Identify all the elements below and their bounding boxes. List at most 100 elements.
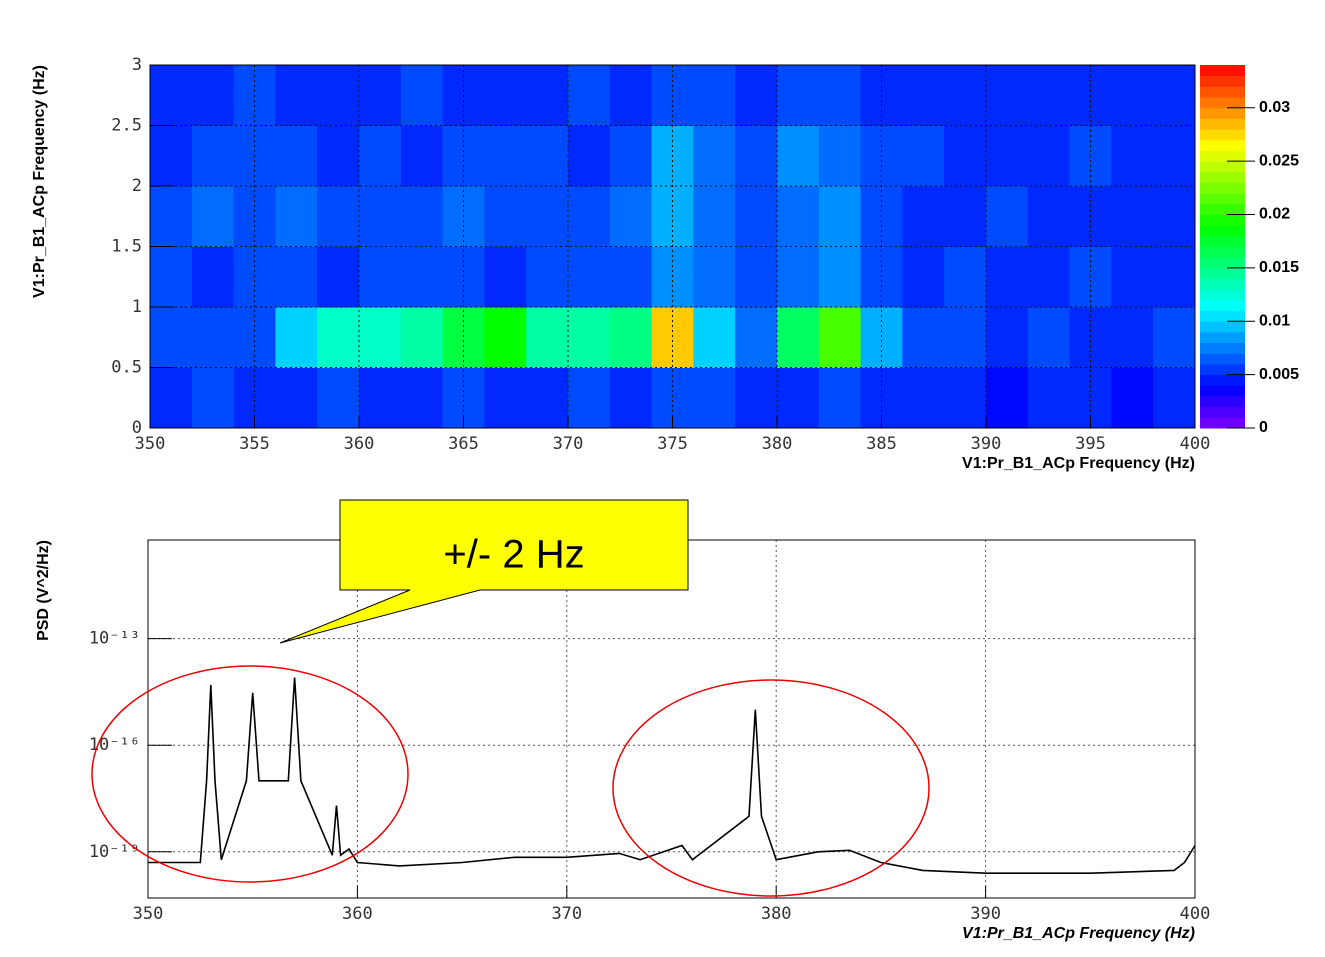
heatmap-cell — [192, 368, 234, 429]
heatmap-cell — [359, 65, 401, 126]
colorbar-step — [1200, 214, 1245, 225]
heatmap-cell — [359, 247, 401, 308]
colorbar-step — [1200, 108, 1245, 119]
heatmap-cell — [777, 126, 819, 187]
colorbar-label: 0.01 — [1259, 312, 1290, 329]
heatmap-cell — [484, 368, 526, 429]
heatmap-cell — [610, 307, 652, 368]
heatmap-cell — [1028, 126, 1070, 187]
heatmap-cell — [777, 247, 819, 308]
heatmap-cell — [902, 368, 944, 429]
heatmap-cell — [944, 247, 986, 308]
heatmap-cell — [1153, 126, 1195, 187]
heatmap-cell — [150, 307, 192, 368]
heatmap-cell — [192, 126, 234, 187]
colorbar-step — [1200, 161, 1245, 172]
colorbar-step — [1200, 396, 1245, 407]
y-tick-label: 1 — [132, 297, 142, 317]
y-tick-label: 1.5 — [111, 237, 142, 257]
heatmap-cell — [150, 247, 192, 308]
heatmap-cell — [693, 307, 735, 368]
heatmap-cell — [192, 247, 234, 308]
x-tick-label: 360 — [344, 434, 375, 454]
colorbar-step — [1200, 182, 1245, 193]
heatmap-cell — [944, 368, 986, 429]
heatmap-cell — [819, 186, 861, 247]
heatmap-cell — [275, 65, 317, 126]
colorbar-step — [1200, 247, 1245, 258]
heatmap-cell — [1153, 186, 1195, 247]
heatmap-cell — [1153, 368, 1195, 429]
heatmap-cell — [777, 65, 819, 126]
colorbar-label: 0.005 — [1259, 366, 1299, 383]
colorbar-step — [1200, 236, 1245, 247]
page: 35035536036537037538038539039540000.511.… — [0, 0, 1325, 957]
heatmap-cell — [526, 65, 568, 126]
heatmap-cell — [150, 65, 192, 126]
heatmap-cell — [1028, 65, 1070, 126]
heatmap-cell — [568, 126, 610, 187]
heatmap-cell — [819, 307, 861, 368]
x-tick-label: 365 — [448, 434, 479, 454]
heatmap-cell — [275, 247, 317, 308]
heatmap-cell — [526, 307, 568, 368]
colorbar-step — [1200, 118, 1245, 129]
colorbar-step — [1200, 129, 1245, 140]
heatmap-cell — [359, 368, 401, 429]
heatmap-cell — [359, 186, 401, 247]
y-tick-label: 3 — [132, 55, 142, 75]
y-tick-label: 0 — [132, 418, 142, 438]
heatmap-cell — [359, 307, 401, 368]
colorbar-step — [1200, 140, 1245, 151]
heatmap-cell — [317, 186, 359, 247]
colorbar-label: 0.03 — [1259, 99, 1290, 116]
heatmap-cell — [1028, 247, 1070, 308]
heatmap-cell — [401, 186, 443, 247]
colorbar-step — [1200, 353, 1245, 364]
x-tick-label: 400 — [1180, 434, 1211, 454]
heatmap-cell — [1111, 247, 1153, 308]
heatmap-cell — [568, 186, 610, 247]
heatmap-cell — [902, 307, 944, 368]
heatmap-cell — [401, 247, 443, 308]
colorbar-step — [1200, 407, 1245, 418]
colorbar-step — [1200, 225, 1245, 236]
x-tick-label: 370 — [551, 904, 582, 924]
x-tick-label: 390 — [970, 904, 1001, 924]
colorbar-step — [1200, 332, 1245, 343]
heatmap-cell — [986, 186, 1028, 247]
heatmap-cell — [735, 126, 777, 187]
colorbar-step — [1200, 417, 1245, 428]
y-tick-label: 2.5 — [111, 116, 142, 136]
heatmap-cell — [1028, 368, 1070, 429]
x-tick-label: 390 — [971, 434, 1002, 454]
y-tick-label: 0.5 — [111, 358, 142, 378]
heatmap-cell — [275, 307, 317, 368]
colorbar-step — [1200, 257, 1245, 268]
heatmap-cell — [568, 307, 610, 368]
y-tick-label: 10⁻¹³ — [89, 629, 140, 649]
heatmap-cell — [150, 186, 192, 247]
x-tick-label: 395 — [1075, 434, 1106, 454]
x-tick-label: 375 — [657, 434, 688, 454]
heatmap-cell — [275, 126, 317, 187]
y-tick-label: 10⁻¹⁹ — [89, 842, 140, 862]
heatmap-cell — [317, 65, 359, 126]
heatmap-cell — [735, 247, 777, 308]
heatmap-cell — [526, 247, 568, 308]
heatmap-cell — [819, 126, 861, 187]
heatmap-cell — [275, 368, 317, 429]
heatmap-cell — [568, 65, 610, 126]
colorbar-step — [1200, 279, 1245, 290]
colorbar-step — [1200, 76, 1245, 87]
heatmap-cell — [735, 307, 777, 368]
heatmap-cell — [526, 126, 568, 187]
heatmap-cell — [777, 368, 819, 429]
x-axis-label: V1:Pr_B1_ACp Frequency (Hz) — [962, 925, 1195, 942]
heatmap-cell — [526, 186, 568, 247]
heatmap-cell — [902, 126, 944, 187]
heatmap-cell — [986, 368, 1028, 429]
heatmap-cell — [1153, 307, 1195, 368]
heatmap-cell — [735, 65, 777, 126]
y-tick-label: 10⁻¹⁶ — [89, 735, 140, 755]
